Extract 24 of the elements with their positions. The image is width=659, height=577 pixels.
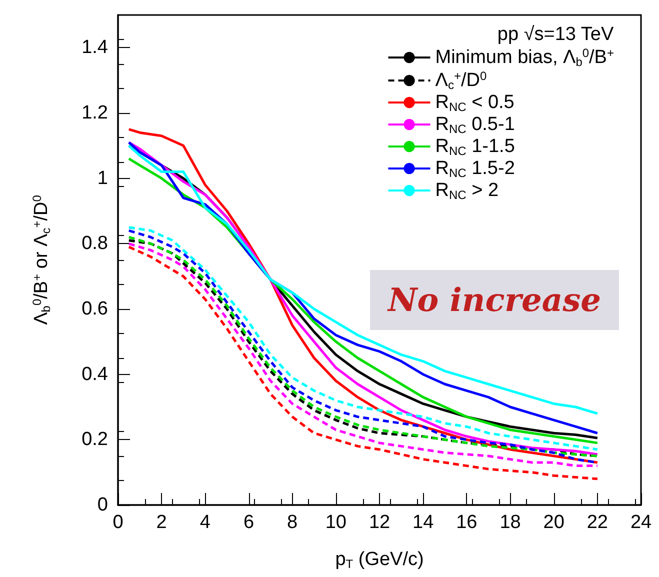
y-tick-label: 1 <box>97 168 108 189</box>
x-tick-label: 6 <box>243 512 254 533</box>
annotation: No increase <box>387 281 601 319</box>
x-tick-label: 18 <box>500 512 521 533</box>
y-tick-label: 0.2 <box>82 429 108 450</box>
x-tick-label: 0 <box>112 512 124 533</box>
legend-title: pp √s=13 TeV <box>497 24 614 45</box>
x-tick-label: 20 <box>543 512 564 533</box>
y-tick-label: 0 <box>97 494 108 516</box>
x-tick-label: 16 <box>456 512 478 533</box>
x-tick-label: 10 <box>325 512 346 533</box>
x-tick-label: 22 <box>586 512 608 533</box>
x-tick-label: 24 <box>630 512 652 533</box>
x-tick-label: 4 <box>200 512 211 533</box>
y-tick-label: 1.4 <box>82 37 108 58</box>
x-tick-label: 12 <box>368 512 390 533</box>
y-tick-label: 1.2 <box>82 102 108 124</box>
y-tick-label: 0.8 <box>82 233 108 254</box>
y-tick-label: 0.6 <box>82 298 108 320</box>
y-tick-label: 0.4 <box>82 364 108 385</box>
x-tick-label: 14 <box>412 512 434 533</box>
x-tick-label: 2 <box>156 512 167 533</box>
text: Λb0/B+ or Λc+/D0 <box>30 195 53 325</box>
x-tick-label: 8 <box>287 512 298 533</box>
